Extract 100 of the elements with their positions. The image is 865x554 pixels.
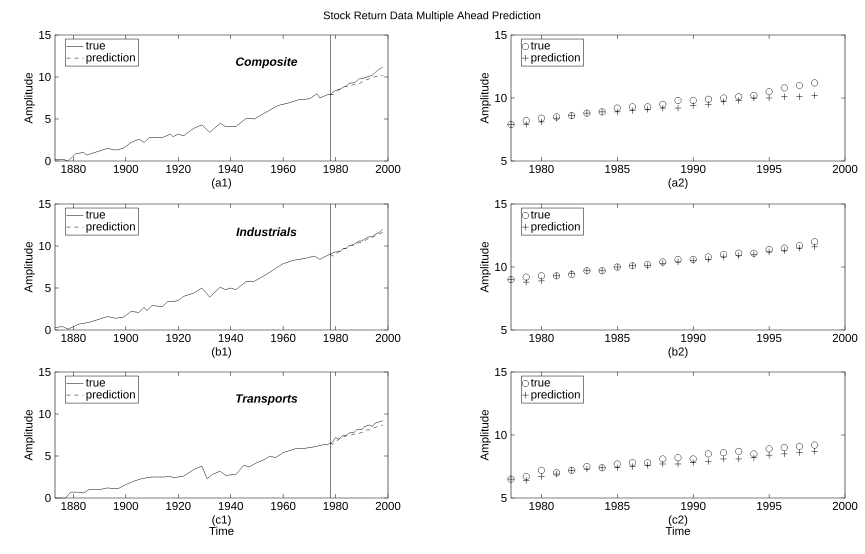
point [690, 455, 697, 462]
point [522, 274, 530, 281]
y-tick-label: 5 [501, 326, 507, 334]
x-tick-label: 1960 [271, 334, 296, 342]
point [674, 97, 682, 104]
point [690, 102, 697, 110]
y-axis-title: Amplitude [24, 72, 35, 124]
y-axis-title: Amplitude [480, 242, 491, 293]
point [811, 448, 818, 455]
point [811, 243, 818, 250]
point [766, 452, 773, 459]
x-axis-title: Time [666, 526, 690, 535]
y-axis-title: Amplitude [480, 72, 491, 124]
y-axis-title: Amplitude [480, 410, 491, 461]
x-tick-label: 1990 [681, 164, 706, 174]
x-tick-label: 1920 [166, 502, 191, 510]
point [614, 104, 621, 112]
text: (b1) [212, 347, 232, 358]
point [735, 448, 742, 455]
point [674, 258, 682, 266]
point [811, 442, 818, 449]
x-tick-label: 1980 [529, 334, 554, 342]
point [659, 455, 666, 462]
y-axis-title: Amplitude [24, 242, 35, 293]
y-tick-label: 0 [45, 494, 51, 502]
x-tick-label: 1980 [324, 164, 348, 174]
text: Stock Return Data Multiple Ahead Prediction [324, 11, 540, 22]
x-tick-label: 1985 [605, 502, 630, 510]
point [644, 459, 652, 466]
y-axis-title: Amplitude [24, 410, 35, 461]
legend-label: true [86, 42, 106, 50]
x-tick-label: 1990 [681, 502, 706, 510]
annotation: Transports [236, 394, 298, 406]
x-tick-label: 1920 [166, 164, 191, 174]
point [538, 118, 545, 126]
legend-label: true [530, 42, 550, 50]
point [796, 449, 803, 456]
x-tick-label: 1980 [324, 334, 348, 342]
point [720, 94, 728, 102]
x-tick-label: 1995 [757, 334, 782, 342]
x-tick-label: 2000 [376, 502, 400, 510]
point [780, 444, 788, 452]
point [538, 277, 545, 284]
x-tick-label: 1940 [218, 502, 244, 510]
point [735, 93, 742, 100]
legend-label: prediction [86, 53, 135, 64]
text: (a2) [668, 178, 688, 189]
point [750, 94, 758, 102]
y-tick-label: 10 [495, 94, 507, 102]
legend-label: true [86, 379, 106, 387]
point [720, 449, 728, 456]
legend-label: prediction [86, 390, 135, 401]
point [614, 460, 621, 468]
point [735, 455, 742, 462]
x-tick-label: 1880 [61, 164, 86, 174]
x-tick-label: 2000 [832, 334, 858, 342]
point [796, 242, 803, 250]
point [780, 244, 788, 252]
point [720, 250, 728, 258]
y-tick-label: 15 [39, 30, 51, 40]
point [780, 450, 788, 458]
point [704, 256, 712, 263]
point [735, 97, 742, 104]
x-tick-label: 1980 [529, 502, 554, 510]
point [720, 253, 728, 260]
y-tick-label: 15 [495, 200, 507, 208]
point [766, 248, 773, 256]
y-tick-label: 5 [45, 284, 51, 292]
point [674, 104, 682, 112]
point [735, 252, 742, 260]
y-tick-label: 5 [501, 156, 507, 166]
legend-label: true [530, 379, 550, 387]
point [704, 450, 712, 458]
x-tick-label: 2000 [832, 502, 858, 510]
x-tick-label: 1960 [271, 164, 296, 174]
x-tick-label: 1900 [114, 334, 138, 342]
y-tick-label: 5 [501, 494, 507, 502]
y-tick-label: 5 [45, 114, 51, 124]
legend-label: true [86, 211, 106, 219]
y-tick-label: 15 [495, 30, 507, 40]
point [704, 458, 712, 465]
y-tick-label: 10 [495, 262, 507, 272]
point [704, 253, 712, 260]
y-tick-label: 0 [45, 156, 51, 166]
legend-label: prediction [86, 222, 135, 233]
x-tick-label: 1995 [757, 164, 782, 174]
text: (b2) [668, 347, 688, 358]
legend-label: prediction [531, 222, 580, 233]
x-tick-label: 2000 [376, 334, 400, 342]
point [704, 100, 712, 108]
point [538, 272, 545, 280]
x-tick-label: 2000 [832, 164, 858, 174]
point [811, 79, 818, 86]
point [522, 278, 530, 286]
x-tick-label: 1900 [114, 164, 138, 174]
point [614, 108, 621, 116]
x-tick-label: 1985 [605, 164, 630, 174]
point [522, 473, 530, 480]
x-tick-label: 1960 [271, 502, 296, 510]
x-tick-label: 1920 [166, 334, 191, 342]
